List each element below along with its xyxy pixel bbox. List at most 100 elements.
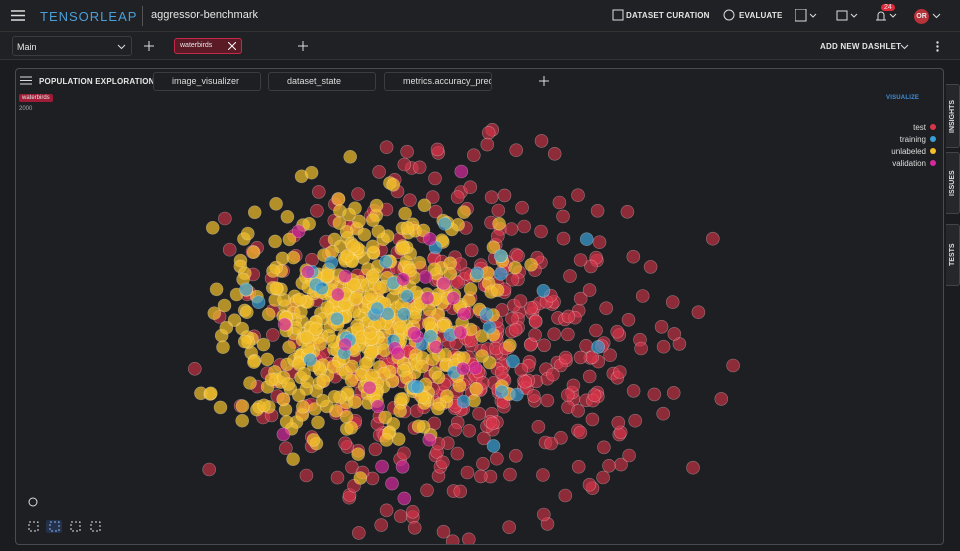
scatter-point[interactable] (291, 224, 306, 239)
scatter-point[interactable] (536, 507, 551, 522)
scatter-point[interactable] (294, 305, 308, 319)
scatter-point[interactable] (218, 211, 232, 226)
scatter-point[interactable] (269, 281, 284, 295)
scatter-point[interactable] (654, 320, 669, 334)
scatter-point[interactable] (280, 210, 295, 224)
scatter-point[interactable] (466, 148, 481, 163)
scatter-point[interactable] (450, 446, 465, 461)
scatter-point[interactable] (345, 359, 359, 374)
scatter-point[interactable] (358, 356, 373, 371)
scatter-point[interactable] (369, 198, 384, 213)
scatter-point[interactable] (506, 354, 520, 369)
scatter-point[interactable] (573, 425, 588, 440)
scatter-point[interactable] (407, 326, 421, 340)
legend-entry[interactable]: training (900, 135, 936, 144)
scatter-point[interactable] (332, 216, 347, 230)
bell-icon[interactable] (875, 10, 899, 22)
scatter-point[interactable] (330, 312, 344, 326)
scatter-point[interactable] (364, 288, 378, 302)
scatter-point[interactable] (365, 368, 379, 383)
add-icon[interactable] (144, 41, 154, 51)
scatter-point[interactable] (610, 324, 625, 339)
scatter-point[interactable] (204, 386, 218, 401)
scatter-point[interactable] (260, 352, 275, 367)
scatter-point[interactable] (634, 341, 648, 356)
scatter-point[interactable] (247, 355, 261, 369)
scatter-point[interactable] (247, 205, 262, 220)
nav-dataset-curation[interactable]: DATASET CURATION (626, 11, 710, 20)
scatter-point[interactable] (412, 160, 427, 175)
scatter-point[interactable] (560, 388, 575, 402)
visualize-button[interactable]: VISUALIZE (886, 95, 920, 101)
scatter-point[interactable] (508, 260, 523, 275)
scatter-point[interactable] (531, 419, 546, 434)
scatter-point[interactable] (457, 205, 471, 219)
scatter-point[interactable] (454, 164, 469, 179)
scatter-point[interactable] (473, 469, 488, 484)
scatter-point[interactable] (330, 470, 345, 485)
scatter-point[interactable] (540, 393, 555, 408)
scatter-point[interactable] (391, 346, 405, 361)
scatter-point[interactable] (397, 157, 412, 172)
scatter-point[interactable] (428, 204, 443, 219)
scatter-point[interactable] (494, 384, 509, 399)
scatter-point[interactable] (596, 470, 610, 485)
scatter-point[interactable] (579, 232, 594, 246)
scatter-point[interactable] (475, 329, 489, 343)
scatter-point[interactable] (397, 491, 412, 506)
scatter-point[interactable] (373, 281, 387, 295)
scatter-point[interactable] (446, 291, 461, 305)
scatter-point[interactable] (320, 269, 335, 283)
add-icon[interactable] (539, 76, 549, 86)
scatter-point[interactable] (351, 187, 365, 201)
scatter-point[interactable] (554, 430, 568, 445)
scatter-point[interactable] (241, 226, 255, 241)
scatter-point[interactable] (343, 150, 358, 164)
scatter-point[interactable] (338, 269, 352, 284)
add-filter[interactable] (298, 41, 308, 51)
scatter-point[interactable] (379, 255, 393, 269)
scatter-point[interactable] (400, 144, 414, 159)
scatter-point[interactable] (524, 301, 538, 315)
scatter-point[interactable] (714, 392, 729, 406)
scatter-point[interactable] (427, 262, 442, 276)
scatter-point[interactable] (472, 406, 486, 421)
scatter-point[interactable] (418, 270, 433, 284)
scatter-point[interactable] (587, 388, 602, 403)
scatter-point[interactable] (362, 380, 377, 395)
scatter-point[interactable] (314, 281, 329, 296)
scatter-point[interactable] (363, 326, 378, 340)
scatter-point[interactable] (202, 462, 216, 477)
scatter-point[interactable] (405, 504, 420, 519)
scatter-point[interactable] (246, 245, 261, 259)
scatter-plot[interactable] (16, 92, 943, 544)
scatter-point[interactable] (536, 284, 551, 298)
scatter-point[interactable] (276, 427, 291, 442)
scatter-point[interactable] (484, 190, 499, 204)
scatter-point[interactable] (393, 320, 408, 335)
scatter-point[interactable] (582, 283, 597, 297)
scatter-point[interactable] (582, 369, 597, 384)
scatter-point[interactable] (502, 520, 517, 535)
scatter-point[interactable] (622, 448, 636, 463)
side-tab[interactable]: INSIGHTS (946, 84, 960, 148)
scatter-point[interactable] (378, 410, 393, 425)
scatter-point[interactable] (400, 289, 414, 303)
scatter-point[interactable] (345, 460, 359, 475)
scatter-point[interactable] (310, 204, 324, 218)
scatter-point[interactable] (398, 206, 412, 221)
scatter-point[interactable] (365, 269, 380, 283)
scatter-point[interactable] (515, 200, 529, 215)
scatter-point[interactable] (463, 282, 478, 296)
scatter-point[interactable] (462, 423, 477, 438)
selector[interactable]: metrics.accuracy_predi (384, 72, 492, 91)
scatter-point[interactable] (251, 295, 266, 309)
scatter-point[interactable] (320, 300, 335, 315)
scatter-point[interactable] (726, 358, 740, 373)
scatter-point[interactable] (264, 372, 279, 387)
scatter-point[interactable] (603, 348, 617, 363)
scatter-point[interactable] (579, 339, 593, 353)
scatter-point[interactable] (304, 165, 319, 180)
scatter-point[interactable] (517, 219, 532, 234)
scatter-point[interactable] (612, 365, 627, 379)
